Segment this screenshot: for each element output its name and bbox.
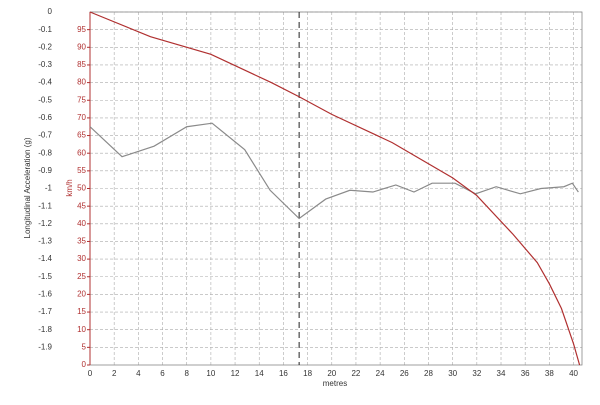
x-tick-label: 26 xyxy=(400,369,409,378)
y2-tick-label: 25 xyxy=(77,272,86,281)
y-tick-label: -0.9 xyxy=(38,166,52,175)
y2-tick-label: 15 xyxy=(77,307,86,316)
x-tick-label: 2 xyxy=(112,369,117,378)
x-tick-label: 24 xyxy=(376,369,385,378)
y2-tick-label: 55 xyxy=(77,166,86,175)
x-tick-label: 18 xyxy=(303,369,312,378)
y-tick-label: -0.1 xyxy=(38,25,52,34)
y2-tick-label: 85 xyxy=(77,60,86,69)
y2-tick-label: 0 xyxy=(82,360,87,369)
y-tick-label: -1.8 xyxy=(38,325,52,334)
y-tick-label: -1 xyxy=(45,184,53,193)
series-line xyxy=(89,11,581,366)
y2-tick-label: 35 xyxy=(77,237,86,246)
y-axis-title: Longitudinal Acceleration (g) xyxy=(23,137,32,238)
y2-tick-label: 5 xyxy=(82,342,87,351)
x-tick-label: 8 xyxy=(184,369,189,378)
x-tick-label: 12 xyxy=(231,369,240,378)
y2-tick-label: 10 xyxy=(77,325,86,334)
y2-tick-label: 40 xyxy=(77,219,86,228)
x-tick-label: 28 xyxy=(424,369,433,378)
y2-tick-label: 45 xyxy=(77,201,86,210)
x-tick-label: 36 xyxy=(521,369,530,378)
y2-axis-title: km/h xyxy=(65,179,74,196)
y-tick-label: 0 xyxy=(48,7,53,16)
x-tick-label: 16 xyxy=(279,369,288,378)
y-tick-label: -0.3 xyxy=(38,60,52,69)
x-axis-title: metres xyxy=(323,379,347,388)
y-tick-label: -1.4 xyxy=(38,254,52,263)
y-tick-label: -0.6 xyxy=(38,113,52,122)
y2-tick-label: 60 xyxy=(77,148,86,157)
y-tick-label: -0.4 xyxy=(38,78,52,87)
y-tick-label: -0.2 xyxy=(38,42,52,51)
x-tick-label: 40 xyxy=(569,369,578,378)
y-tick-label: -1.1 xyxy=(38,201,52,210)
x-tick-label: 20 xyxy=(327,369,336,378)
y2-tick-label: 90 xyxy=(77,42,86,51)
x-tick-label: 14 xyxy=(255,369,264,378)
y-tick-label: -1.3 xyxy=(38,237,52,246)
x-tick-label: 30 xyxy=(448,369,457,378)
x-tick-label: 22 xyxy=(351,369,360,378)
x-tick-label: 4 xyxy=(136,369,141,378)
y-tick-label: -0.8 xyxy=(38,148,52,157)
y2-tick-label: 95 xyxy=(77,25,86,34)
y-tick-label: -0.7 xyxy=(38,131,52,140)
x-tick-label: 32 xyxy=(472,369,481,378)
y-tick-label: -0.5 xyxy=(38,95,52,104)
y-tick-label: -1.6 xyxy=(38,290,52,299)
y-tick-label: -1.2 xyxy=(38,219,52,228)
y-tick-label: -1.5 xyxy=(38,272,52,281)
y2-tick-label: 70 xyxy=(77,113,86,122)
x-tick-label: 6 xyxy=(160,369,165,378)
y2-tick-label: 30 xyxy=(77,254,86,263)
y2-tick-label: 65 xyxy=(77,131,86,140)
x-tick-label: 38 xyxy=(545,369,554,378)
series-line xyxy=(89,122,579,220)
x-tick-label: 0 xyxy=(88,369,93,378)
y-tick-label: -1.7 xyxy=(38,307,52,316)
y-tick-label: -1.9 xyxy=(38,342,52,351)
x-tick-label: 10 xyxy=(206,369,215,378)
y2-tick-label: 50 xyxy=(77,184,86,193)
y2-tick-label: 20 xyxy=(77,290,86,299)
y2-tick-label: 75 xyxy=(77,95,86,104)
x-tick-label: 34 xyxy=(497,369,506,378)
y2-tick-label: 80 xyxy=(77,78,86,87)
